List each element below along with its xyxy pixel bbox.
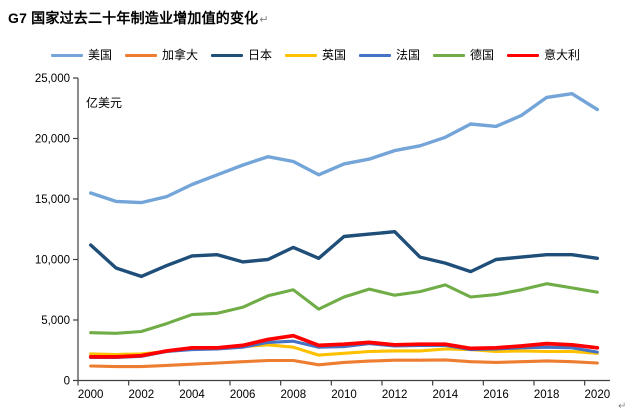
legend-label-uk: 英国 (321, 48, 346, 62)
x-axis-tick-label: 2014 (433, 389, 459, 401)
legend-item-france: 法国 (359, 49, 420, 61)
series-line-japan (88, 229, 599, 279)
y-axis-tick-label: 15,000 (35, 194, 70, 206)
x-axis-tick-label: 2010 (331, 389, 357, 401)
chart-legend: 美国 加拿大 日本 英国 法国 德国 意大利 (0, 49, 631, 61)
legend-label-usa: 美国 (87, 48, 112, 62)
legend-swatch-canada (124, 53, 157, 57)
legend-label-canada: 加拿大 (161, 48, 198, 62)
legend-swatch-germany (433, 53, 466, 57)
legend-item-germany: 德国 (433, 49, 494, 61)
y-axis-unit-label: 亿美元 (86, 96, 123, 110)
y-axis-tick-label: 25,000 (35, 73, 70, 85)
legend-swatch-japan (210, 53, 243, 57)
x-axis-tick-label: 2016 (483, 389, 509, 401)
legend-item-usa: 美国 (50, 48, 112, 62)
x-axis-tick-label: 2018 (534, 389, 560, 401)
series-line-usa (88, 91, 599, 205)
x-axis-tick-label: 2008 (281, 389, 307, 401)
legend-label-japan: 日本 (247, 48, 272, 62)
legend-item-canada: 加拿大 (124, 48, 198, 62)
y-axis-tick-label: 0 (64, 376, 70, 388)
x-axis-tick-label: 2012 (382, 389, 408, 401)
legend-label-france: 法国 (396, 48, 421, 62)
y-axis-tick-label: 10,000 (35, 255, 70, 267)
return-mark-icon: ↵ (259, 14, 269, 26)
legend-label-italy: 意大利 (544, 48, 581, 62)
legend-item-japan: 日本 (210, 48, 272, 62)
chart-title: G7 国家过去二十年制造业增加值的变化↵ (8, 8, 269, 28)
x-axis-tick-label: 2004 (179, 389, 205, 401)
y-axis-tick-label: 20,000 (35, 134, 70, 146)
series-line-italy (88, 333, 600, 359)
x-axis-tick-label: 2002 (129, 389, 155, 401)
y-axis-tick-label: 5,000 (41, 315, 70, 327)
legend-swatch-usa (50, 53, 83, 57)
x-axis-tick-label: 2000 (78, 389, 104, 401)
x-axis-tick-label: 2006 (230, 389, 256, 401)
series-line-canada (89, 358, 599, 369)
chart-title-text: G7 国家过去二十年制造业增加值的变化 (8, 10, 259, 26)
legend-item-italy: 意大利 (507, 49, 580, 61)
series-line-germany (89, 282, 599, 335)
legend-swatch-italy (507, 53, 540, 57)
x-axis-tick-label: 2020 (585, 389, 611, 401)
paragraph-mark-icon: ↵ (618, 401, 627, 412)
legend-swatch-france (359, 53, 391, 57)
legend-item-uk: 英国 (284, 48, 346, 62)
legend-swatch-uk (284, 53, 317, 57)
legend-label-germany: 德国 (470, 48, 495, 62)
